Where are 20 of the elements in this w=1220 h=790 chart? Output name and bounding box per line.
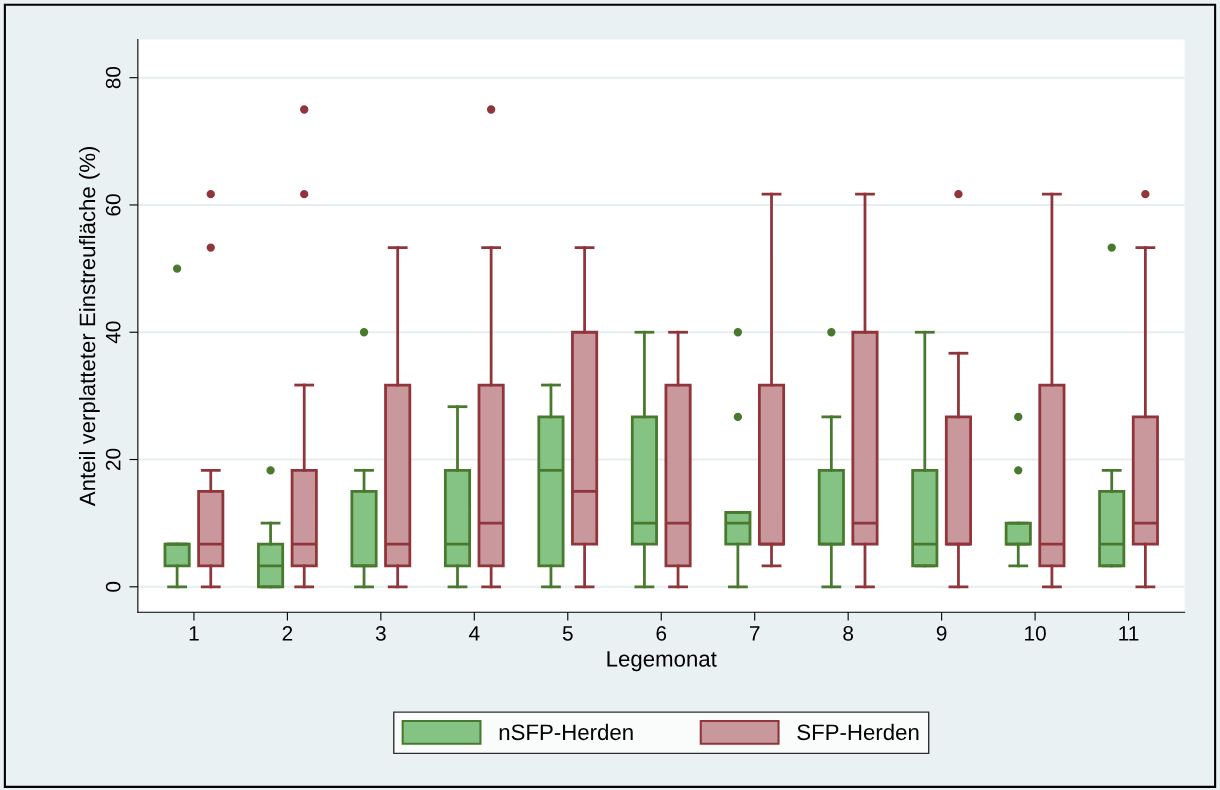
x-tick-label: 11 [1119, 626, 1139, 641]
x-tick-label: 4 [469, 626, 480, 641]
legend-label: SFP-Herden [797, 723, 919, 741]
x-tick-label: 7 [749, 626, 760, 641]
legend-label: nSFP-Herden [499, 723, 633, 741]
y-tick-label: 20 [105, 448, 121, 471]
y-tick-label: 60 [105, 194, 121, 216]
y-tick-label: 80 [105, 66, 121, 89]
x-tick-label: 1 [189, 626, 199, 641]
y-tick-label: 40 [105, 321, 121, 344]
x-tick-label: 2 [282, 625, 293, 641]
x-tick-label: 6 [656, 625, 667, 641]
x-tick-label: 5 [562, 626, 573, 641]
x-tick-label: 8 [843, 625, 854, 641]
x-axis-title: Legemonat [607, 651, 717, 672]
x-tick-label: 10 [1025, 625, 1046, 641]
x-tick-label: 3 [375, 625, 386, 641]
y-axis-title: Anteil verplatteter Einstreufläche (%) [78, 146, 100, 507]
y-tick-label: 0 [105, 581, 121, 592]
x-tick-label: 9 [936, 625, 947, 641]
